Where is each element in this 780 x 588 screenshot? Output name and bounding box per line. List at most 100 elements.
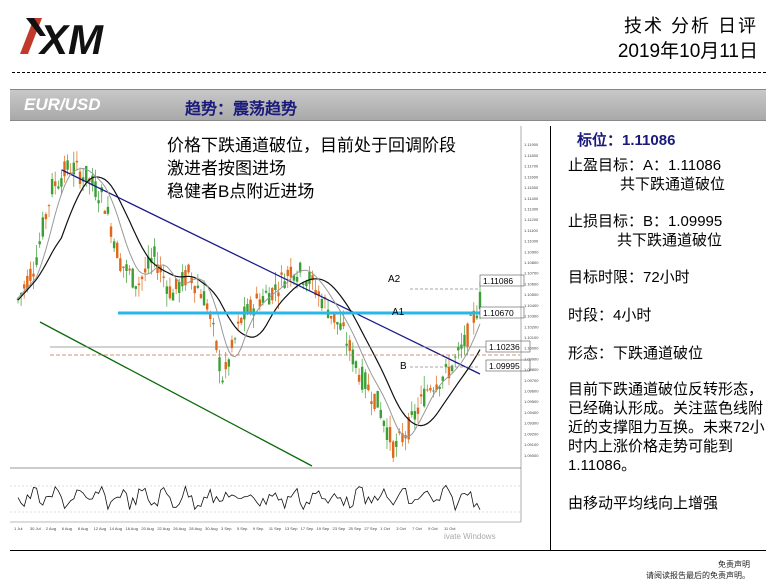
candle-body (395, 440, 398, 447)
candle-body (475, 315, 479, 319)
oscillator-line (17, 484, 481, 512)
candle-body (373, 393, 376, 410)
candle-body (112, 241, 116, 249)
candle-body (407, 417, 410, 440)
y-tick-label: 1.10100 (524, 335, 539, 340)
candle-body (320, 298, 324, 309)
analysis-block: 目前下跌通道破位反转形态， 已经确认形成。关注蓝色线附 近的支撑阻力互换。未来7… (568, 380, 765, 475)
candle-body (57, 186, 60, 189)
y-tick-label: 1.11000 (524, 239, 539, 244)
report-title: 技术 分析 日评 (623, 16, 758, 36)
candle-body (401, 433, 404, 443)
candle-body (277, 292, 280, 297)
symbol-label: EUR/USD (24, 95, 101, 114)
candle-body (23, 284, 26, 289)
candle-body (295, 276, 299, 282)
x-tick-label: 28 Aug (189, 526, 201, 531)
candle-body (205, 303, 209, 310)
candle-body (54, 181, 57, 187)
label-b: B (400, 361, 407, 372)
candle-body (233, 338, 237, 340)
candle-body (227, 359, 231, 367)
candle-body (438, 386, 441, 389)
y-tick-label: 1.09500 (524, 399, 539, 404)
x-tick-label: 25 Sep (348, 526, 361, 531)
candle-body (218, 357, 221, 372)
candle-body (35, 257, 38, 265)
candle-body (348, 340, 351, 351)
y-tick-label: 1.11300 (524, 206, 539, 211)
candle-body (178, 281, 181, 294)
chart-note-1: 价格下跌通道破位，目前处于回调阶段 (167, 136, 456, 155)
disclaimer: 免责声明 请阅读报告最后的免责声明。 (646, 559, 750, 581)
logo-text: XM (38, 16, 104, 60)
candle-body (292, 275, 296, 281)
x-tick-label: 22 Aug (157, 526, 169, 531)
y-tick-label: 1.09000 (524, 453, 539, 458)
price-chart: A2 A1 B 1.11086 1.10670 1.10236 1.09995 … (10, 126, 542, 542)
candle-body (156, 264, 159, 273)
x-tick-label: 8 Aug (78, 526, 88, 531)
candle-body (60, 178, 63, 187)
candle-body (81, 177, 85, 182)
candle-body (184, 270, 187, 286)
y-tick-label: 1.10900 (524, 249, 539, 254)
candle-body (453, 356, 457, 358)
candle-body (478, 291, 482, 309)
stop-loss-line1: 止损目标：B：1.09995 (568, 213, 723, 230)
candle-body (302, 283, 305, 285)
candle-body (134, 286, 138, 289)
y-tick-label: 1.09700 (524, 378, 539, 383)
ma-slow-line (17, 176, 481, 427)
y-tick-label: 1.11800 (524, 153, 539, 158)
candle-body (165, 286, 169, 294)
candle-body (85, 165, 88, 183)
y-tick-label: 1.11600 (524, 174, 539, 179)
y-tick-label: 1.11400 (524, 196, 539, 201)
candle-body (236, 321, 240, 324)
candle-body (271, 287, 274, 301)
target-price-row: 标位：1.11086 (577, 131, 675, 150)
target-value: 1.11086 (622, 132, 676, 149)
chart-note-3: 稳健者B点附近进场 (167, 182, 315, 201)
candle-body (137, 283, 141, 286)
candle-body (125, 264, 128, 271)
time-limit: 目标时限：72小时 (568, 269, 690, 286)
x-tick-label: 12 Aug (94, 526, 106, 531)
candle-body (215, 340, 218, 351)
channel-lower-line (39, 321, 313, 467)
x-tick-label: 9 Oct (428, 526, 438, 531)
label-a2: A2 (388, 274, 401, 285)
candle-body (342, 322, 345, 327)
candle-body (221, 380, 224, 383)
y-tick-label: 1.11100 (524, 228, 539, 233)
candle-body (75, 160, 79, 163)
x-tick-label: 16 Aug (125, 526, 137, 531)
y-tick-label: 1.10000 (524, 346, 539, 351)
price-tag-mid: 1.10236 (489, 342, 520, 352)
candle-body (162, 276, 165, 278)
candle-body (382, 420, 386, 426)
candle-body (426, 389, 429, 391)
candle-body (398, 431, 401, 433)
candle-body (472, 310, 475, 323)
chart-note-2: 激进者按图进场 (167, 159, 286, 178)
y-tick-label: 1.10700 (524, 271, 539, 276)
candle-body (441, 376, 444, 381)
candle-body (354, 361, 358, 368)
candle-body (416, 407, 420, 414)
x-tick-label: 30 Aug (205, 526, 217, 531)
y-tick-label: 1.09800 (524, 367, 539, 372)
candle-body (410, 411, 413, 415)
candle-body (171, 292, 175, 301)
candle-body (419, 394, 423, 397)
candle-body (230, 339, 234, 349)
candle-body (29, 268, 32, 281)
candle-body (413, 411, 417, 420)
y-tick-label: 1.09900 (524, 356, 539, 361)
analysis-line: 时内上涨价格走势可能到 (568, 438, 734, 455)
x-tick-label: 30 Jul (30, 526, 41, 531)
candle-body (91, 175, 94, 186)
candle-body (143, 268, 147, 273)
candle-body (463, 334, 466, 347)
